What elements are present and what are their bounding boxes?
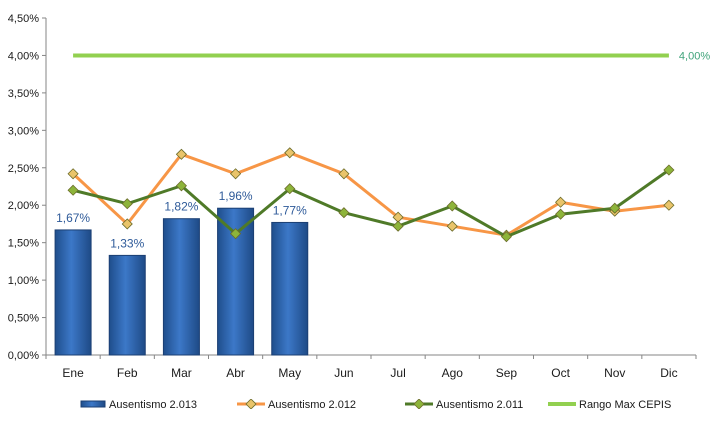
point xyxy=(121,218,133,230)
x-tick-label: Ene xyxy=(62,366,84,380)
point xyxy=(663,199,675,211)
legend-label: Ausentismo 2.011 xyxy=(436,399,524,411)
y-tick-label: 3,00% xyxy=(8,125,39,137)
legend: Ausentismo 2.013 Ausentismo 2.012 Ausentis… xyxy=(0,396,716,414)
legend-label: Ausentismo 2.013 xyxy=(109,399,198,411)
x-tick-label: Jun xyxy=(334,366,353,380)
x-tick-label: Mar xyxy=(171,366,192,380)
legend-item: Rango Max CEPIS xyxy=(548,396,671,414)
x-tick-label: Nov xyxy=(604,366,625,380)
point xyxy=(500,231,512,243)
bar-data-label: 1,77% xyxy=(273,203,307,217)
x-tick-label: Abr xyxy=(226,366,245,380)
point xyxy=(555,208,567,220)
chart-plot: 0,00% 0,50% 1,00% 1,50% 2,00% 2,50% 3,00% 3,50%… xyxy=(8,13,711,380)
x-tick-label: Jul xyxy=(390,366,405,380)
point xyxy=(446,200,458,212)
point xyxy=(67,184,79,196)
legend-item: Ausentismo 2.011 xyxy=(405,396,523,414)
x-tick-label: Ago xyxy=(442,366,464,380)
point xyxy=(121,198,133,210)
series-line-ausentismo-2011 xyxy=(72,168,670,239)
point xyxy=(609,202,621,214)
bar xyxy=(162,218,200,356)
legend-swatch xyxy=(405,397,436,412)
y-tick-label: 3,50% xyxy=(8,88,39,100)
x-tick-label: Oct xyxy=(551,366,570,380)
legend-swatch xyxy=(237,397,268,412)
legend-item: Ausentismo 2.013 xyxy=(80,396,197,414)
bar-data-label: 1,82% xyxy=(164,200,198,214)
y-tick-label: 1,00% xyxy=(8,275,39,287)
legend-swatch xyxy=(80,399,109,412)
bar-data-label: 1,33% xyxy=(110,236,144,250)
x-tick-label: May xyxy=(278,366,301,380)
point xyxy=(338,168,350,180)
y-tick-label: 0,50% xyxy=(8,313,39,325)
bar xyxy=(108,254,146,356)
point xyxy=(175,180,187,192)
point xyxy=(392,220,404,232)
x-tick-label: Sep xyxy=(496,366,518,380)
point xyxy=(67,168,79,180)
point xyxy=(555,196,567,208)
bar-data-label: 1,67% xyxy=(56,211,90,225)
bar-data-label: 1,96% xyxy=(219,189,253,203)
point xyxy=(175,148,187,160)
point xyxy=(284,147,296,159)
bar xyxy=(271,221,309,356)
series-line-ausentismo-2012 xyxy=(72,151,670,237)
y-tick-label: 4,50% xyxy=(8,13,39,25)
legend-label: Rango Max CEPIS xyxy=(579,399,672,411)
x-tick-label: Feb xyxy=(117,366,138,380)
legend-swatch xyxy=(548,399,579,412)
x-tick-label: Dic xyxy=(660,366,677,380)
point xyxy=(230,228,242,240)
y-tick-label: 4,00% xyxy=(8,50,39,62)
reference-data-label: 4,00% xyxy=(679,50,710,62)
y-tick-label: 1,50% xyxy=(8,238,39,250)
point xyxy=(284,183,296,195)
point xyxy=(446,220,458,232)
bar xyxy=(54,229,92,356)
point xyxy=(663,164,675,176)
y-tick-label: 2,00% xyxy=(8,200,39,212)
legend-label: Ausentismo 2.012 xyxy=(268,399,357,411)
legend-item: Ausentismo 2.012 xyxy=(237,396,356,414)
point xyxy=(338,207,350,219)
point xyxy=(230,168,242,180)
y-tick-label: 0,00% xyxy=(8,350,39,362)
y-tick-label: 2,50% xyxy=(8,163,39,175)
